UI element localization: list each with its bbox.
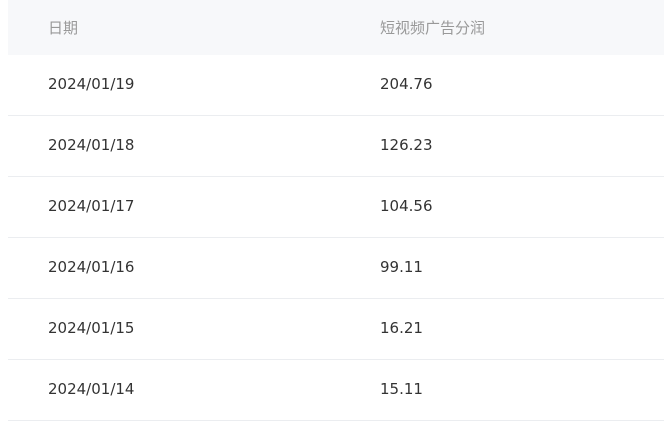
- date-cell: 2024/01/18: [48, 136, 135, 154]
- table-row: 2024/01/14 15.11: [8, 360, 664, 421]
- revenue-cell: 126.23: [380, 136, 433, 154]
- date-cell: 2024/01/16: [48, 258, 135, 276]
- revenue-cell: 99.11: [380, 258, 423, 276]
- revenue-cell: 16.21: [380, 319, 423, 337]
- table-row: 2024/01/16 99.11: [8, 238, 664, 299]
- column-header-revenue: 短视频广告分润: [380, 19, 486, 37]
- date-cell: 2024/01/19: [48, 75, 135, 93]
- date-cell: 2024/01/15: [48, 319, 135, 337]
- revenue-cell: 104.56: [380, 197, 433, 215]
- table-row: 2024/01/19 204.76: [8, 55, 664, 116]
- revenue-cell: 15.11: [380, 380, 423, 398]
- table-row: 2024/01/17 104.56: [8, 177, 664, 238]
- table-header: 日期 短视频广告分润: [8, 0, 664, 55]
- date-cell: 2024/01/17: [48, 197, 135, 215]
- revenue-table: 日期 短视频广告分润 2024/01/19 204.76 2024/01/18 126…: [8, 0, 664, 421]
- table-row: 2024/01/18 126.23: [8, 116, 664, 177]
- revenue-cell: 204.76: [380, 75, 433, 93]
- column-header-date: 日期: [48, 19, 79, 37]
- table-row: 2024/01/15 16.21: [8, 299, 664, 360]
- date-cell: 2024/01/14: [48, 380, 135, 398]
